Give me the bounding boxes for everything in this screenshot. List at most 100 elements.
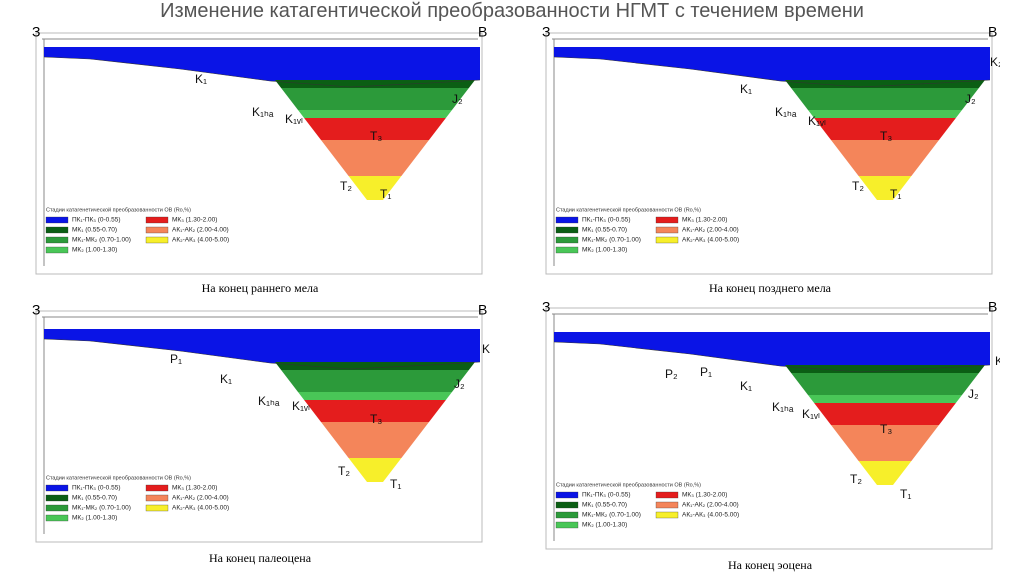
legend-label: МК₃ (1.30-2.00) xyxy=(682,492,727,499)
strata xyxy=(785,80,985,88)
layer-label: K₁ₕₐ xyxy=(258,394,280,408)
legend-swatch xyxy=(555,216,579,224)
legend-label: МК₁-МК₂ (0.70-1.00) xyxy=(72,505,131,512)
legend-swatch xyxy=(145,484,169,492)
layer-label: K₁ xyxy=(195,72,207,86)
slide-title: Изменение катагентической преобразованно… xyxy=(160,0,864,22)
strata xyxy=(298,110,452,118)
strata xyxy=(275,80,475,88)
legend-swatch xyxy=(655,216,679,224)
legend-label: ПК₁-ПК₃ (0-0.55) xyxy=(72,485,121,492)
strata xyxy=(281,88,469,110)
legend-label: МК₂ (1.00-1.30) xyxy=(582,247,627,254)
legend-label: МК₁ (0.55-0.70) xyxy=(72,495,117,502)
surface xyxy=(553,56,991,88)
strata xyxy=(791,373,979,395)
legend-swatch xyxy=(45,216,69,224)
layer-label: K₁ᵥₗ xyxy=(285,112,303,126)
side-label: З xyxy=(32,303,40,318)
legend-title: Стадии катагенетической преобразованност… xyxy=(46,474,191,481)
layer-label: K₂ xyxy=(995,354,1000,368)
layer-label: K₁ₕₐ xyxy=(772,400,794,414)
strata xyxy=(831,425,939,461)
layer-label: J₂ xyxy=(965,92,976,106)
layer-label: T₃ xyxy=(880,422,892,436)
layer-label: T₂ xyxy=(850,472,862,486)
legend-label: МК₁ (0.55-0.70) xyxy=(72,227,117,234)
strata xyxy=(321,422,429,458)
legend-swatch xyxy=(45,246,69,254)
legend-swatch xyxy=(555,501,579,509)
surface xyxy=(43,338,481,370)
legend-title: Стадии катагенетической преобразованност… xyxy=(556,206,701,213)
strata xyxy=(275,362,475,370)
strata xyxy=(791,88,979,110)
layer-label: T₁ xyxy=(390,477,401,491)
legend-label: МК₃ (1.30-2.00) xyxy=(172,485,217,492)
layer-label: T₂ xyxy=(340,179,352,193)
caption: На конец раннего мела xyxy=(201,281,319,295)
layer-label: K₁ᵥₗ xyxy=(292,399,310,413)
surface xyxy=(43,56,481,88)
layer-label: J₂ xyxy=(968,387,979,401)
legend-title: Стадии катагенетической преобразованност… xyxy=(556,481,701,488)
legend-swatch xyxy=(45,226,69,234)
legend-label: АК₂-АК₃ (4.00-5.00) xyxy=(682,237,739,244)
surface xyxy=(553,341,991,373)
frame xyxy=(545,307,993,550)
legend-label: МК₃ (1.30-2.00) xyxy=(682,217,727,224)
frame xyxy=(545,32,993,275)
legend-label: ПК₁-ПК₃ (0-0.55) xyxy=(582,492,631,499)
legend-label: АК₁-АК₂ (2.00-4.00) xyxy=(172,227,229,234)
legend-swatch xyxy=(555,511,579,519)
caption: На конец эоцена xyxy=(727,558,813,572)
layer-label: T₁ xyxy=(380,187,391,201)
side-label: З xyxy=(542,25,550,40)
legend-label: МК₁-МК₂ (0.70-1.00) xyxy=(582,512,641,519)
legend-label: АК₁-АК₂ (2.00-4.00) xyxy=(682,227,739,234)
side-label: З xyxy=(32,25,40,40)
layer-label: K₁ₕₐ xyxy=(252,105,274,119)
side-label: З xyxy=(542,300,550,315)
strata-top xyxy=(44,47,480,87)
layer-label: K₁ xyxy=(220,372,232,386)
section: З В P₂ P₁ K₁ K₁ₕₐ K₁ᵥₗ T₃ T₂ T₁ J₂ K₂ Стадии катаген… xyxy=(542,300,1000,550)
legend-label: АК₂-АК₃ (4.00-5.00) xyxy=(172,505,229,512)
layer-label: J₂ xyxy=(452,92,463,106)
legend-label: МК₁ (0.55-0.70) xyxy=(582,502,627,509)
legend-swatch xyxy=(555,246,579,254)
legend-label: МК₂ (1.00-1.30) xyxy=(582,522,627,529)
side-label: В xyxy=(478,303,487,318)
strata xyxy=(348,458,402,482)
strata xyxy=(304,400,446,422)
strata-top xyxy=(44,329,480,369)
legend-swatch xyxy=(655,501,679,509)
caption: На конец палеоцена xyxy=(208,551,312,565)
layer-label: K₁ xyxy=(740,82,752,96)
legend-swatch xyxy=(145,226,169,234)
legend-swatch xyxy=(45,236,69,244)
layer-label: T₁ xyxy=(900,487,911,501)
layer-label: P₁ xyxy=(170,352,182,366)
strata xyxy=(858,461,912,485)
layer-label: T₁ xyxy=(890,187,901,201)
strata-top xyxy=(554,332,990,372)
layer-label: T₂ xyxy=(338,464,350,478)
legend-swatch xyxy=(555,491,579,499)
layer-label: K₁ xyxy=(740,379,752,393)
layer-label: K₁ᵥₗ xyxy=(808,114,826,128)
caption: На конец позднего мела xyxy=(708,281,832,295)
layer-label: T₃ xyxy=(370,129,382,143)
legend-swatch xyxy=(45,504,69,512)
strata xyxy=(298,392,452,400)
legend-swatch xyxy=(145,216,169,224)
side-label: В xyxy=(988,25,997,40)
strata xyxy=(304,118,446,140)
layer-label: K₂ xyxy=(482,342,490,356)
layer-label: T₃ xyxy=(370,412,382,426)
legend-label: АК₂-АК₃ (4.00-5.00) xyxy=(682,512,739,519)
side-label: В xyxy=(988,300,997,315)
legend-label: АК₂-АК₃ (4.00-5.00) xyxy=(172,237,229,244)
legend-title: Стадии катагенетической преобразованност… xyxy=(46,206,191,213)
